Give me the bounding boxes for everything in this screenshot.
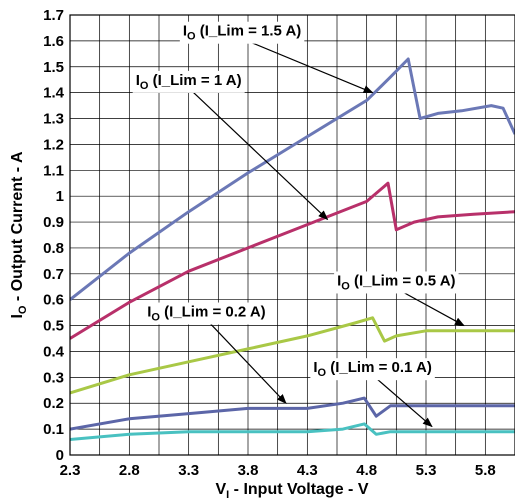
y-tick-label: 0.8: [43, 240, 64, 257]
x-tick-label: 2.8: [119, 462, 140, 479]
x-tick-label: 3.3: [178, 462, 199, 479]
x-tick-label: 4.8: [356, 462, 377, 479]
annotation-label-bg: [132, 70, 245, 93]
series-line: [70, 316, 515, 395]
annotation-label: IO (I_Lim = 0.5 A): [337, 272, 455, 292]
y-axis-title-main: I: [9, 314, 26, 318]
annotation-label: IO (I_Lim = 1.5 A): [183, 23, 301, 43]
y-tick-label: 1.2: [43, 136, 64, 153]
plot-frame: [69, 14, 515, 456]
y-tick-label: 0.2: [43, 395, 64, 412]
x-axis-title-rest: - Input Voltage - V: [229, 481, 369, 498]
y-tick-label: 0.4: [43, 343, 65, 360]
x-tick-label: 2.3: [60, 462, 81, 479]
y-tick-label: 1.6: [43, 33, 64, 50]
annotation-label-bg: [334, 271, 459, 294]
annotation-arrow: [241, 38, 374, 94]
annotation-label: IO (I_Lim = 0.1 A): [313, 359, 431, 379]
y-tick-label: 1.4: [43, 85, 65, 102]
annotation-label: IO (I_Lim = 0.2 A): [147, 304, 265, 324]
y-tick-label: 1.1: [43, 162, 64, 179]
series-line: [70, 57, 515, 301]
y-tick-label: 0.9: [43, 214, 64, 231]
annotation-arrow: [396, 287, 465, 327]
annotation-arrow: [372, 374, 433, 428]
x-tick-label: 5.3: [416, 462, 437, 479]
y-tick-label: 1.5: [43, 59, 64, 76]
annotation-label-bg: [144, 302, 269, 325]
series-line: [70, 396, 515, 431]
x-axis-title-main: V: [216, 481, 227, 498]
annotation-arrow: [206, 319, 287, 404]
y-tick-label: 0.5: [43, 318, 64, 335]
x-tick-label: 3.8: [238, 462, 259, 479]
series-line: [70, 422, 515, 441]
y-tick-label: 1.3: [43, 111, 64, 128]
x-tick-labels: 2.3 2.8 3.3 3.8 4.3 4.8 5.3 5.8: [60, 462, 496, 479]
y-axis-title-subscript: O: [17, 305, 29, 314]
y-tick-label: 0.1: [43, 421, 64, 438]
y-tick-label: 1.7: [43, 7, 64, 24]
x-axis-title: VI - Input Voltage - V: [216, 481, 369, 501]
y-tick-label: 0.3: [43, 369, 64, 386]
y-tick-label: 0: [56, 447, 64, 464]
annotations: IO (I_Lim = 1.5 A) IO (I_Lim = 1 A) IO (I_…: [132, 21, 465, 428]
y-tick-label: 0.7: [43, 266, 64, 283]
annotation-label: IO (I_Lim = 1 A): [136, 72, 242, 92]
y-tick-label: 0.6: [43, 292, 64, 309]
x-axis-title-subscript: I: [226, 489, 229, 501]
annotation-arrow: [188, 87, 329, 221]
annotation-label-bg: [179, 21, 305, 44]
y-axis-title: IO - Output Current - A: [9, 151, 29, 319]
series-line: [70, 181, 515, 340]
x-tick-label: 4.3: [297, 462, 318, 479]
x-tick-label: 5.8: [475, 462, 496, 479]
series-layer: [70, 57, 515, 441]
y-axis-title-rest: - Output Current - A: [9, 151, 26, 305]
y-tick-label: 1: [56, 188, 64, 205]
y-tick-labels: 0 0.1 0.2 0.3 0.4 0.5 0.6 0.7 0.8 0.9 1 1.1 1.2 1.3 1.…: [43, 7, 65, 464]
annotation-label-bg: [310, 358, 435, 381]
